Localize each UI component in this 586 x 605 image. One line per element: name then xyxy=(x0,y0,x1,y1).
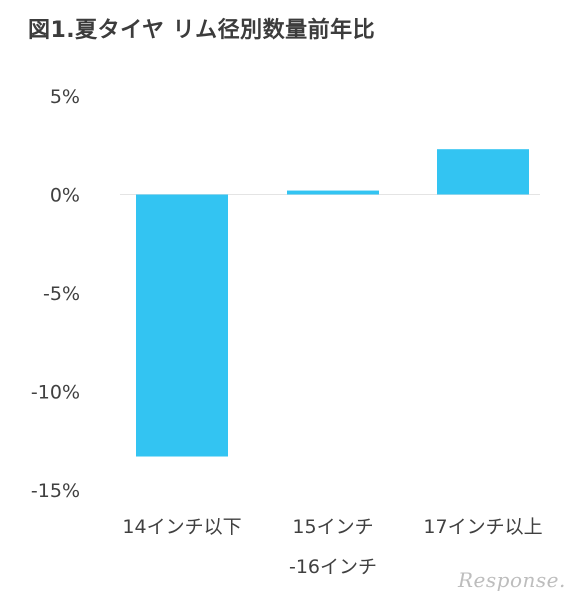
y-tick-label: 0% xyxy=(50,185,80,207)
y-tick-label: 5% xyxy=(50,86,80,108)
x-category-label: 17インチ以上 xyxy=(423,516,542,538)
y-tick-label: -5% xyxy=(43,283,80,305)
bar xyxy=(437,149,529,195)
bar xyxy=(287,190,379,195)
watermark-logo: Response. xyxy=(458,568,566,592)
x-category-label: 14インチ以下 xyxy=(122,516,241,538)
x-category-label: 15インチ xyxy=(292,516,373,538)
x-category-label: -16インチ xyxy=(289,556,377,578)
y-tick-label: -15% xyxy=(31,480,80,502)
bar xyxy=(136,194,228,457)
chart-title: 図1.夏タイヤ リム径別数量前年比 xyxy=(28,18,376,43)
y-tick-label: -10% xyxy=(31,382,80,404)
